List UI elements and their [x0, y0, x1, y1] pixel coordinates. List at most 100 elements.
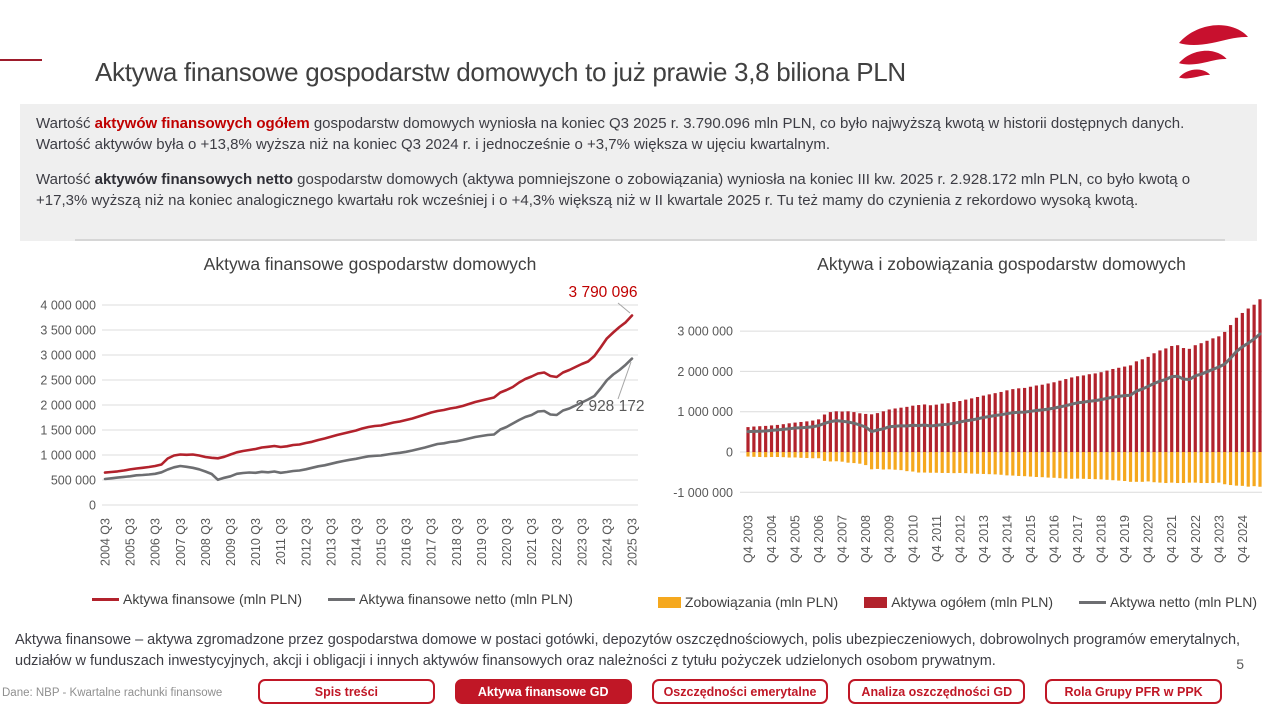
svg-text:Q4 2008: Q4 2008 — [859, 515, 873, 563]
chart-title-right: Aktywa i zobowiązania gospodarstw domowy… — [817, 254, 1186, 274]
svg-text:500 000: 500 000 — [51, 474, 96, 488]
nav-button-2[interactable]: Oszczędności emerytalne — [651, 679, 829, 704]
chart-aktywa-zobowiazania: Aktywa i zobowiązania gospodarstw domowy… — [650, 250, 1265, 622]
svg-text:Q4 2010: Q4 2010 — [906, 515, 920, 563]
svg-text:4 000 000: 4 000 000 — [40, 299, 96, 313]
summary-paragraph-1: Wartość aktywów finansowych ogółem gospo… — [36, 113, 1241, 156]
p1-rest: gospodarstw domowych wyniosła na koniec … — [36, 115, 1185, 154]
footer-nav: Spis treści Aktywa finansowe GD Oszczędnoś… — [258, 679, 1222, 704]
svg-text:2015 Q3: 2015 Q3 — [375, 518, 389, 566]
p1-bold-red: aktywów finansowych ogółem — [94, 115, 310, 132]
svg-text:2012 Q3: 2012 Q3 — [299, 518, 313, 566]
svg-text:3 000 000: 3 000 000 — [40, 349, 96, 363]
svg-text:Q4 2005: Q4 2005 — [789, 515, 803, 563]
definition-text: Aktywa finansowe – aktywa zgromadzone pr… — [15, 632, 1241, 670]
svg-text:2004 Q3: 2004 Q3 — [99, 518, 113, 566]
svg-text:Q4 2013: Q4 2013 — [977, 515, 991, 563]
svg-text:Q4 2007: Q4 2007 — [836, 515, 850, 563]
svg-text:Q4 2020: Q4 2020 — [1142, 515, 1156, 563]
svg-text:Q4 2012: Q4 2012 — [953, 515, 967, 563]
svg-text:Q4 2024: Q4 2024 — [1236, 515, 1250, 563]
svg-text:2009 Q3: 2009 Q3 — [224, 518, 238, 566]
svg-text:Q4 2011: Q4 2011 — [930, 515, 944, 562]
p1-prefix: Wartość — [36, 115, 95, 132]
svg-text:2018 Q3: 2018 Q3 — [450, 518, 464, 566]
svg-text:2005 Q3: 2005 Q3 — [124, 518, 138, 566]
legend-left: Aktywa finansowe (mln PLN) Aktywa finanso… — [20, 591, 645, 607]
title-dash — [0, 59, 42, 61]
summary-paragraph-2: Wartość aktywów finansowych netto gospod… — [36, 169, 1241, 212]
legend-swatch — [1079, 600, 1107, 604]
svg-text:2017 Q3: 2017 Q3 — [425, 518, 439, 566]
legend-right: Zobowiązania (mln PLN) Aktywa ogółem (mln… — [650, 594, 1265, 610]
p2-bold: aktywów finansowych netto — [94, 170, 293, 188]
svg-text:Q4 2004: Q4 2004 — [765, 515, 779, 563]
legend-item: Aktywa ogółem (mln PLN) — [864, 594, 1053, 610]
svg-text:Q4 2015: Q4 2015 — [1024, 515, 1038, 563]
svg-text:Q4 2016: Q4 2016 — [1048, 515, 1062, 563]
svg-text:2008 Q3: 2008 Q3 — [199, 518, 213, 566]
p2-prefix: Wartość — [36, 170, 95, 188]
legend-label: Aktywa finansowe netto (mln PLN) — [358, 591, 573, 607]
svg-text:2025 Q3: 2025 Q3 — [626, 518, 640, 566]
svg-text:2021 Q3: 2021 Q3 — [525, 518, 539, 566]
svg-text:3 790 096: 3 790 096 — [569, 284, 638, 301]
svg-text:2023 Q3: 2023 Q3 — [575, 518, 589, 566]
svg-text:Q4 2021: Q4 2021 — [1165, 515, 1179, 563]
svg-text:2020 Q3: 2020 Q3 — [500, 518, 514, 566]
svg-text:Q4 2009: Q4 2009 — [883, 515, 897, 563]
svg-text:2 500 000: 2 500 000 — [40, 374, 96, 388]
svg-text:3 000 000: 3 000 000 — [677, 325, 733, 339]
svg-text:2013 Q3: 2013 Q3 — [324, 518, 338, 566]
svg-text:2 000 000: 2 000 000 — [677, 365, 733, 379]
svg-text:2014 Q3: 2014 Q3 — [350, 518, 364, 566]
nav-button-3[interactable]: Analiza oszczędności GD — [848, 679, 1026, 704]
nav-button-1[interactable]: Aktywa finansowe GD — [454, 679, 632, 704]
svg-text:1 000 000: 1 000 000 — [40, 449, 96, 463]
legend-swatch — [657, 596, 681, 608]
svg-text:2019 Q3: 2019 Q3 — [475, 518, 489, 566]
source-note: Dane: NBP - Kwartalne rachunki finansowe — [2, 687, 223, 699]
svg-text:Q4 2023: Q4 2023 — [1212, 515, 1226, 563]
svg-text:-1 000 000: -1 000 000 — [673, 486, 733, 500]
svg-text:2 928 172: 2 928 172 — [576, 398, 645, 415]
legend-label: Aktywa finansowe (mln PLN) — [123, 591, 302, 607]
legend-item: Aktywa finansowe (mln PLN) — [92, 591, 302, 607]
page-title: Aktywa finansowe gospodarstw domowych to… — [95, 57, 906, 88]
svg-text:Q4 2022: Q4 2022 — [1189, 515, 1203, 563]
svg-text:Q4 2018: Q4 2018 — [1095, 515, 1109, 563]
svg-text:2 000 000: 2 000 000 — [40, 399, 96, 413]
svg-text:2006 Q3: 2006 Q3 — [149, 518, 163, 566]
svg-text:2011 Q3: 2011 Q3 — [274, 518, 288, 565]
svg-text:2010 Q3: 2010 Q3 — [249, 518, 263, 566]
legend-item: Aktywa finansowe netto (mln PLN) — [327, 591, 573, 607]
pfr-flag-icon — [1179, 25, 1248, 79]
svg-text:2022 Q3: 2022 Q3 — [550, 518, 564, 566]
summary-box: Wartość aktywów finansowych ogółem gospo… — [20, 104, 1257, 241]
legend-swatch — [92, 597, 120, 601]
legend-item: Zobowiązania (mln PLN) — [657, 594, 839, 610]
p2-rest: gospodarstw domowych (aktywa pomniejszon… — [36, 170, 1191, 209]
svg-text:Q4 2006: Q4 2006 — [812, 515, 826, 563]
legend-label: Zobowiązania (mln PLN) — [684, 594, 839, 610]
nav-button-0[interactable]: Spis treści — [258, 679, 435, 704]
nav-button-4[interactable]: Rola Grupy PFR w PPK — [1045, 679, 1222, 704]
svg-text:3 500 000: 3 500 000 — [40, 324, 96, 338]
divider — [75, 239, 1225, 241]
svg-text:Q4 2019: Q4 2019 — [1118, 515, 1132, 563]
svg-text:Q4 2017: Q4 2017 — [1071, 515, 1085, 563]
legend-label: Aktywa ogółem (mln PLN) — [891, 594, 1054, 610]
legend-item: Aktywa netto (mln PLN) — [1079, 594, 1257, 610]
svg-text:2007 Q3: 2007 Q3 — [174, 518, 188, 566]
svg-text:1 500 000: 1 500 000 — [40, 424, 96, 438]
chart-title-left: Aktywa finansowe gospodarstw domowych — [203, 254, 537, 274]
svg-text:0: 0 — [726, 446, 733, 460]
legend-swatch — [327, 597, 355, 601]
svg-text:0: 0 — [89, 499, 96, 513]
svg-text:Q4 2003: Q4 2003 — [742, 515, 756, 563]
svg-text:2016 Q3: 2016 Q3 — [400, 518, 414, 566]
bar-chart-canvas: -1 000 000 0 1 000 000 2 000 000 3 000 000 Q4… — [673, 299, 1262, 563]
legend-label: Aktywa netto (mln PLN) — [1110, 594, 1258, 610]
svg-text:Q4 2014: Q4 2014 — [1000, 515, 1014, 563]
